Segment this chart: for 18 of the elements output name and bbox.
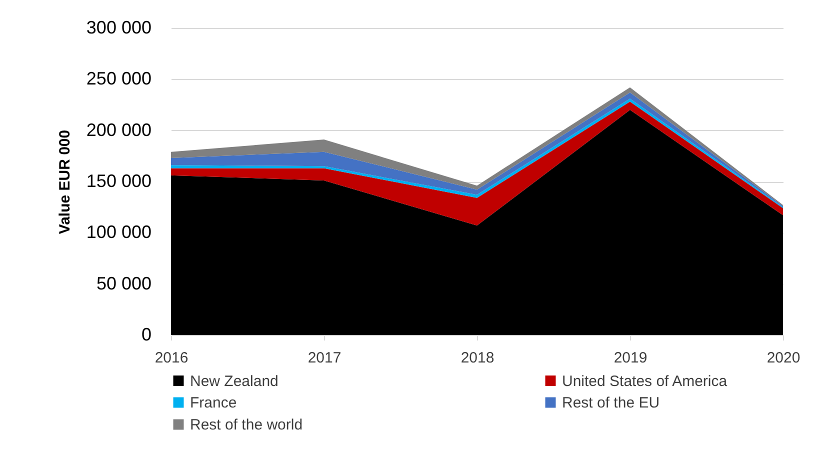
y-tick-label: 0 (141, 324, 152, 344)
y-tick-label: 150 000 (86, 171, 152, 191)
x-tick-label: 2018 (460, 350, 494, 366)
y-tick-label: 50 000 (96, 273, 152, 294)
y-tick-label: 300 000 (86, 18, 152, 38)
y-axis-title: Value EUR 000 (56, 130, 74, 234)
x-tick-label: 2016 (154, 350, 188, 366)
legend-label: Rest of the EU (562, 394, 660, 412)
legend-label: United States of America (562, 372, 728, 390)
x-tick-label: 2017 (308, 350, 342, 366)
legend-label: Rest of the world (190, 416, 303, 434)
legend-label: New Zealand (190, 372, 278, 390)
x-tick-label: 2020 (766, 350, 800, 366)
y-tick-label: 200 000 (86, 120, 152, 140)
y-tick-label: 100 000 (86, 222, 152, 242)
y-tick-label: 250 000 (86, 68, 152, 89)
legend-label: France (190, 394, 237, 412)
x-tick-label: 2019 (614, 350, 648, 366)
